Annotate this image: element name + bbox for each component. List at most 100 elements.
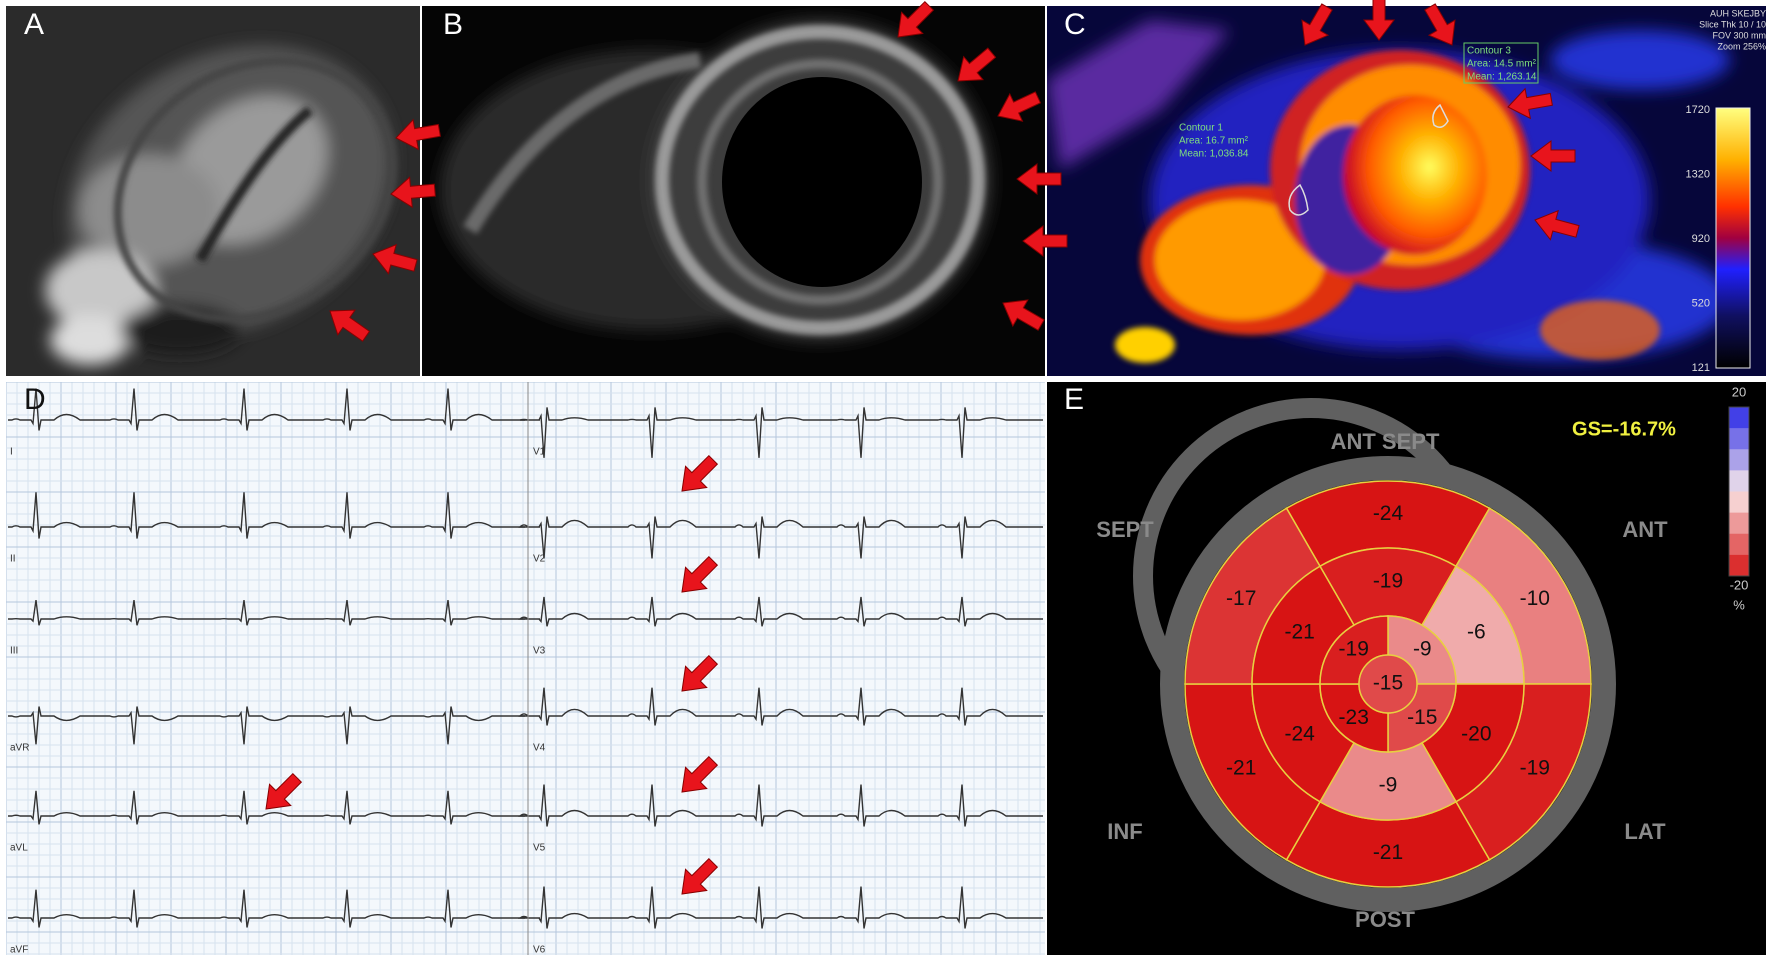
contour-text: Mean: 1,036.84 bbox=[1179, 149, 1249, 160]
segment-value: -10 bbox=[1520, 587, 1550, 610]
segment-value: -24 bbox=[1373, 502, 1404, 525]
lead-label: V1 bbox=[533, 447, 546, 458]
scale-step bbox=[1729, 491, 1749, 514]
scale-step bbox=[1729, 407, 1749, 429]
ecg-trace bbox=[8, 600, 525, 626]
segment-value: -21 bbox=[1373, 841, 1403, 864]
red-arrow bbox=[957, 47, 997, 82]
lead-label: aVR bbox=[10, 743, 29, 754]
arrows bbox=[265, 0, 1580, 895]
red-arrow bbox=[681, 654, 719, 692]
red-arrow bbox=[997, 91, 1042, 122]
scale-step bbox=[1729, 554, 1749, 577]
scale-label: 121 bbox=[1692, 362, 1710, 374]
red-arrow bbox=[1424, 3, 1456, 46]
info-text: Zoom 256% bbox=[1717, 41, 1766, 51]
panel-c-overlay: AUH SKEJBY Slice Thk 10 / 10 FOV 300 mm … bbox=[1179, 8, 1766, 374]
red-arrow bbox=[329, 309, 371, 342]
red-arrow bbox=[681, 857, 719, 895]
lead-label: V4 bbox=[533, 743, 546, 754]
panel-label: A bbox=[24, 8, 44, 41]
ecg-trace bbox=[519, 407, 1043, 458]
scale-unit: % bbox=[1733, 597, 1745, 612]
info-text: Slice Thk 10 / 10 bbox=[1699, 19, 1766, 29]
orientation-label: SEPT bbox=[1096, 517, 1154, 542]
lead-label: I bbox=[10, 447, 13, 458]
global-strain: GS=-16.7% bbox=[1572, 418, 1676, 440]
red-arrow bbox=[390, 176, 436, 209]
red-arrow bbox=[681, 755, 719, 793]
red-arrow bbox=[1534, 209, 1580, 241]
scale-min: -20 bbox=[1730, 577, 1749, 592]
orientation-label: LAT bbox=[1624, 819, 1666, 844]
red-arrow bbox=[395, 118, 441, 151]
red-arrow bbox=[1507, 87, 1553, 120]
segment bbox=[1358, 654, 1418, 714]
red-arrow bbox=[1002, 299, 1045, 331]
segment-value: -20 bbox=[1461, 723, 1491, 746]
red-arrow bbox=[1301, 3, 1333, 46]
info-text: AUH SKEJBY bbox=[1710, 8, 1766, 18]
red-arrow bbox=[372, 243, 418, 275]
lead-label: aVL bbox=[10, 843, 28, 854]
scale-label: 1720 bbox=[1686, 104, 1710, 116]
scale-max: 20 bbox=[1732, 384, 1746, 399]
panel-label: D bbox=[24, 383, 46, 416]
segment-value: -19 bbox=[1520, 756, 1550, 779]
panel-b bbox=[422, 6, 1045, 376]
segment-value: -21 bbox=[1226, 756, 1256, 779]
ecg-trace bbox=[8, 706, 525, 745]
ecg-trace bbox=[518, 596, 1043, 627]
orientation-label: POST bbox=[1355, 907, 1415, 932]
segment-value: -15 bbox=[1407, 706, 1437, 729]
lead-label: III bbox=[10, 646, 18, 657]
lead-label: V2 bbox=[533, 554, 546, 565]
segment-value: -15 bbox=[1373, 672, 1403, 695]
lead-label: V5 bbox=[533, 843, 546, 854]
segment-value: -21 bbox=[1284, 621, 1314, 644]
segment-value: -6 bbox=[1467, 621, 1486, 644]
ecg-trace bbox=[517, 886, 1043, 929]
scale-label: 520 bbox=[1692, 297, 1710, 309]
info-text: FOV 300 mm bbox=[1712, 30, 1766, 40]
panel-labels: A B C D E bbox=[24, 8, 1086, 416]
ecg-trace bbox=[8, 790, 525, 825]
panel-c bbox=[1047, 6, 1766, 376]
segment-value: -24 bbox=[1284, 723, 1315, 746]
red-arrow bbox=[265, 772, 303, 810]
panel-e: -24-10-19-21-21-17-19-6-20-9-24-21-9-15-… bbox=[1047, 382, 1766, 955]
strain-scale bbox=[1728, 406, 1750, 577]
scale-label: 1320 bbox=[1686, 168, 1710, 180]
panel-label: E bbox=[1064, 383, 1084, 416]
contour-text: Contour 3 bbox=[1467, 46, 1511, 57]
scale-step bbox=[1729, 470, 1749, 492]
contour-text: Area: 16.7 mm² bbox=[1179, 136, 1249, 147]
scale-label: 920 bbox=[1692, 233, 1710, 245]
red-arrow bbox=[897, 0, 935, 38]
lead-label: V6 bbox=[533, 945, 546, 956]
lead-label: aVF bbox=[10, 945, 28, 956]
lead-label: V3 bbox=[533, 646, 546, 657]
red-arrow bbox=[1022, 225, 1068, 257]
segment-value: -9 bbox=[1379, 774, 1398, 797]
scale-step bbox=[1729, 533, 1749, 556]
red-arrow bbox=[1016, 163, 1062, 195]
segment-value: -17 bbox=[1226, 587, 1256, 610]
panel-a bbox=[6, 6, 420, 376]
segment-value: -9 bbox=[1413, 637, 1432, 660]
contour-text: Mean: 1,263.14 bbox=[1467, 72, 1537, 83]
red-arrow bbox=[1530, 140, 1576, 172]
ecg-trace bbox=[8, 889, 525, 928]
contour-text: Area: 14.5 mm² bbox=[1467, 59, 1537, 70]
scale-step bbox=[1729, 512, 1749, 535]
scale-step bbox=[1729, 449, 1749, 471]
bullseye: -24-10-19-21-21-17-19-6-20-9-24-21-9-15-… bbox=[1184, 480, 1592, 888]
segment-value: -19 bbox=[1373, 570, 1403, 593]
ecg-trace bbox=[8, 492, 525, 539]
orientation-label: ANT SEPT bbox=[1331, 429, 1440, 454]
scale-step bbox=[1729, 428, 1749, 450]
red-arrow bbox=[1363, 0, 1395, 41]
segment-value: -19 bbox=[1339, 637, 1369, 660]
